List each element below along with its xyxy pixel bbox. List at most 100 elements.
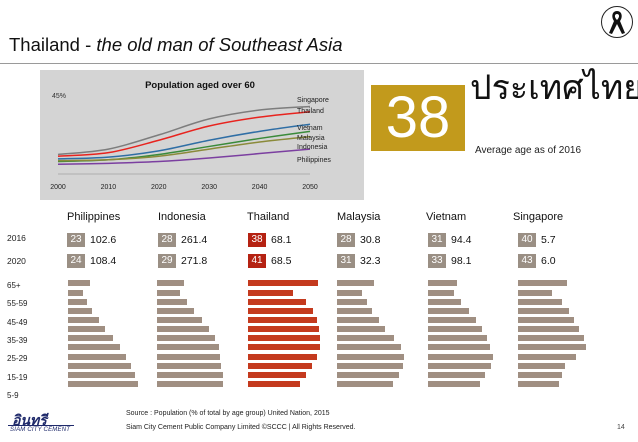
source-note: Source : Population (% of total by age g… [126,410,330,417]
median-age-badge: 24 [67,254,85,268]
year-label-2020: 2020 [7,256,26,266]
age-label: 15-19 [7,373,28,382]
median-age-badge: 23 [67,233,85,247]
pyramid-bar [157,308,194,314]
series-line-singapore [57,105,311,156]
pyramid-bar [337,381,393,387]
pyramid-bar [248,326,319,332]
pyramid-bar [518,299,562,305]
pyramid-bar [337,290,362,296]
pyramid-bar [68,372,135,378]
average-age-badge: 38 [371,85,465,151]
black-ribbon-icon [601,6,633,38]
pyramid-bar [248,280,318,286]
pyramid-bar [428,372,485,378]
pyramid-bar [157,372,223,378]
population-value: 68.1 [271,234,292,246]
legend-label-thailand: Thailand [297,108,324,115]
pyramid-bar [337,335,394,341]
logo-underline [8,425,74,426]
median-age-badge: 40 [518,233,536,247]
country-name-vietnam: Vietnam [426,211,467,223]
legend-label-malaysia: Malaysia [297,135,325,142]
country-name-thailand: Thailand [247,211,290,223]
pyramid-bar [337,317,379,323]
pyramid-bar [157,344,219,350]
legend-label-philippines: Philippines [297,157,331,164]
median-age-badge: 28 [337,233,355,247]
pyramid-bar [248,354,317,360]
median-age-badge: 41 [248,254,266,268]
pyramid-bar [518,326,579,332]
pyramid-bar [68,363,131,369]
median-age-badge: 33 [428,254,446,268]
pyramid-bar [248,372,306,378]
pyramid-bar [518,290,552,296]
population-value: 30.8 [360,234,381,246]
legend-label-singapore: Singapore [297,97,329,104]
year-label-2016: 2016 [7,233,26,243]
pyramid-bar [518,280,567,286]
age-label: 25-29 [7,354,28,363]
pyramid-bar [68,381,138,387]
age-label: 55-59 [7,299,28,308]
logo-text: อินทรี [12,412,47,428]
pyramid-bar [157,335,215,341]
pyramid-bar [157,290,180,296]
pyramid-bar [157,363,221,369]
country-name-philippines: Philippines [67,211,121,223]
population-value: 5.7 [541,234,556,246]
pyramid-bar [68,299,87,305]
pyramid-bar [428,381,480,387]
x-tick-label: 2010 [101,184,117,191]
pyramid-bar [428,299,461,305]
pyramid-bar [248,317,317,323]
median-age-badge: 31 [428,233,446,247]
population-value: 68.5 [271,255,292,267]
series-line-philippines [57,148,311,165]
page-number: 14 [617,424,625,431]
pyramid-bar [518,381,559,387]
pyramid-bar [428,308,469,314]
thai-country-heading: ประเทศไทย [470,69,638,107]
copyright-note: Siam City Cement Public Company Limited … [126,424,356,431]
title-italic: the old man of Southeast Asia [96,34,343,55]
pyramid-bar [337,372,399,378]
pyramid-bar [518,317,574,323]
age-label: 65+ [7,281,21,290]
country-name-singapore: Singapore [513,211,564,223]
population-value: 6.0 [541,255,556,267]
pyramid-bar [157,381,223,387]
pyramid-bar [337,344,401,350]
pyramid-bar [68,344,120,350]
age-label: 35-39 [7,336,28,345]
pyramid-bar [337,354,404,360]
population-value: 108.4 [90,255,117,267]
x-tick-label: 2030 [201,184,217,191]
pyramid-bar [518,308,569,314]
age-label: 5-9 [7,391,19,400]
pyramid-bar [428,317,476,323]
age-label: 45-49 [7,318,28,327]
line-chart: Population aged over 60 45% 2000 2010 2020… [50,80,331,191]
x-tick-label: 2040 [252,184,268,191]
x-tick-label: 2050 [302,184,318,191]
series-line-thailand [57,111,311,157]
logo-subtext: SIAM CITY CEMENT [10,427,71,433]
pyramid-bar [68,317,99,323]
series-line-vietnam [57,123,311,160]
pyramid-bar [337,326,385,332]
pyramid-bar [157,280,184,286]
pyramid-bar [518,344,586,350]
chart-title: Population aged over 60 [145,80,255,91]
pyramid-bar [428,280,457,286]
pyramid-bar [518,354,576,360]
pyramid-bar [157,299,187,305]
population-value: 94.4 [451,234,472,246]
pyramid-bar [337,280,374,286]
x-tick-label: 2020 [151,184,167,191]
pyramid-bar [337,363,403,369]
x-tick-label: 2000 [50,184,66,191]
series-line-indonesia [57,135,311,162]
pyramid-bar [68,335,113,341]
